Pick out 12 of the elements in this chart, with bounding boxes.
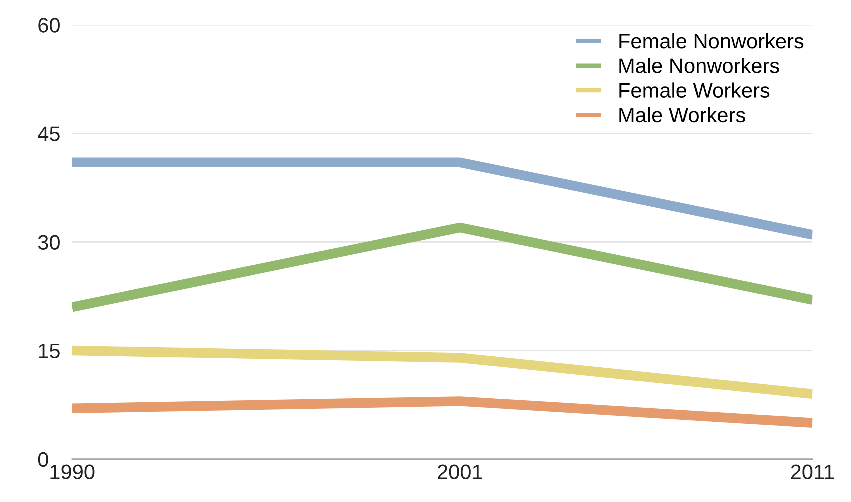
x-tick-label: 2001 [438, 464, 482, 480]
x-tick-label: 2011 [791, 464, 834, 480]
legend-label: Male Nonworkers [620, 58, 780, 74]
y-tick-label: 45 [38, 126, 60, 142]
legend-label: Female Nonworkers [620, 33, 804, 49]
y-tick-label: 0 [38, 452, 48, 468]
y-tick-label: 60 [38, 18, 60, 33]
y-tick-label: 15 [39, 344, 60, 359]
legend-label: Male Workers [620, 107, 746, 123]
x-tick-label: 1990 [50, 464, 95, 480]
y-tick-label: 30 [38, 235, 60, 250]
legend-label: Female Workers [620, 82, 770, 98]
